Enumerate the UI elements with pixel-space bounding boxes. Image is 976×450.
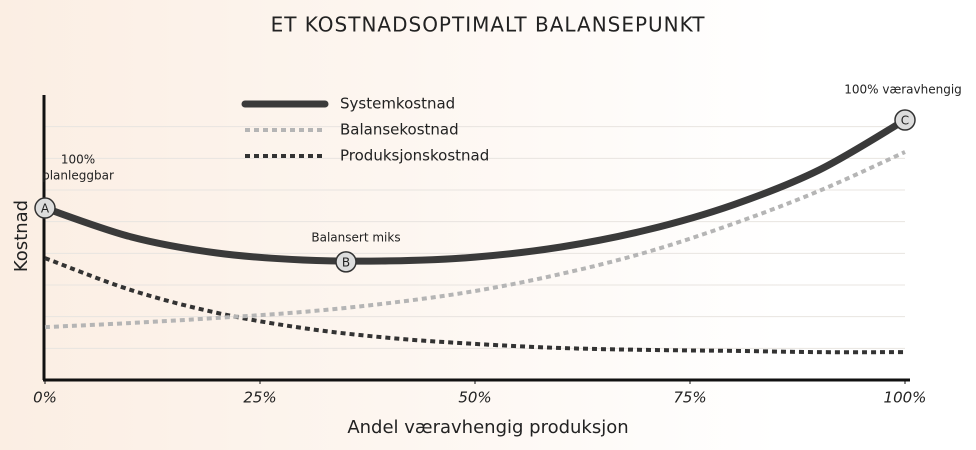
x-tick-label: 75%: [673, 389, 706, 407]
marker: [335, 251, 357, 273]
marker-label: B: [342, 255, 350, 269]
marker-label: A: [41, 202, 50, 216]
x-tick-label: 50%: [458, 389, 491, 407]
chart-title: ET KOSTNADSOPTIMALT BALANSEPUNKT: [271, 13, 706, 37]
marker-label: C: [901, 114, 909, 128]
marker: [34, 197, 56, 219]
x-axis-label: Andel væravhengig produksjon: [347, 417, 628, 438]
annotation: Balansert miks: [311, 230, 400, 244]
series-line: [44, 256, 906, 355]
series-line: [41, 116, 909, 265]
x-tick-label: 25%: [243, 389, 276, 407]
annotation: planleggbar: [42, 169, 114, 183]
series-line: [44, 150, 906, 330]
annotation: 100% væravhengig: [844, 83, 962, 97]
marker: [894, 109, 916, 131]
x-tick-label: 0%: [33, 389, 57, 407]
x-tick-label: 100%: [884, 389, 927, 407]
legend-label: Systemkostnad: [340, 95, 455, 113]
y-axis-label: Kostnad: [11, 200, 32, 272]
legend-label: Balansekostnad: [340, 121, 459, 139]
legend-label: Produksjonskostnad: [340, 147, 489, 165]
annotation: 100%: [61, 153, 95, 167]
